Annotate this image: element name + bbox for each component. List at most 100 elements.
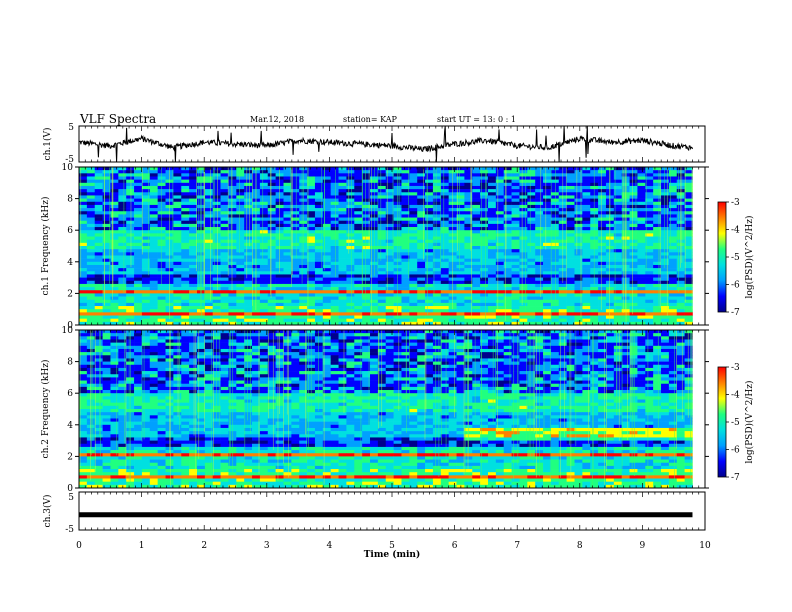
spectrogram-cell [566,179,575,184]
spectrogram-cell [543,339,552,343]
spectrogram-cell [283,306,292,310]
spectrogram-cell [141,274,151,278]
spectrogram-cell [259,236,269,240]
spectrogram-cell [330,246,339,250]
spectrogram-cell [645,345,654,350]
spectrogram-cell [275,264,284,269]
spectrogram-cell [134,198,143,203]
spectrogram-cell [417,364,426,369]
spectrogram-cell [472,342,481,347]
spectrogram-cell [149,258,158,263]
spectrogram-cell [653,296,662,301]
spectrogram-cell [94,258,103,263]
spectrogram-cell [417,299,426,304]
spectrogram-cell [550,176,560,180]
spectrogram-cell [118,287,127,291]
spectrogram-cell [550,355,560,359]
spectrogram-cell [613,236,622,240]
spectrogram-cell [314,217,324,222]
spectrogram-cell [189,355,198,359]
spectrogram-cell [330,220,339,225]
spectrogram-cell [401,217,410,222]
spectrogram-cell [377,274,387,278]
spectrogram-cell [684,185,693,190]
spectrogram-cell [385,176,394,180]
spectrogram-cell [204,179,214,184]
spectrogram-cell [472,236,481,240]
spectrogram-cell [440,217,449,222]
spectrogram-cell [385,290,394,294]
spectrogram-cell [566,296,575,301]
spectrogram-cell [645,309,654,313]
spectrogram-cell [212,309,221,313]
spectrogram-cell [196,312,206,316]
spectrogram-cell [118,261,127,266]
spectrogram-cell [204,242,214,247]
spectrogram-cell [204,208,214,212]
spectrogram-cell [503,242,512,247]
spectrogram-cell [574,189,583,193]
spectrogram-cell [79,290,88,294]
spectrogram-cell [487,255,497,259]
spectrogram-cell [236,348,245,353]
spectrogram-cell [511,296,520,301]
spectrogram-cell [354,274,363,278]
spectrogram-cell [543,170,552,174]
spectrogram-cell [574,252,583,256]
spectrogram-cell [645,208,654,212]
spectrogram-cell [503,271,512,275]
spectrogram-cell [550,249,560,253]
spectrogram-cell [299,312,308,316]
spectrogram-cell [440,246,449,250]
spectrogram-cell [346,312,355,316]
spectrogram-cell [79,261,88,266]
spectrogram-cell [645,220,654,225]
spectrogram-cell [94,287,103,291]
spectrogram-cell [511,179,520,184]
spectrogram-cell [393,352,402,356]
spectrogram-cell [275,211,284,215]
spectrogram-cell [370,201,379,206]
spectrogram-cell [448,318,457,323]
spectrogram-cell [464,312,473,316]
spectrogram-cell [181,299,190,304]
spectrogram-cell [204,195,214,199]
spectrogram-cell [173,302,182,307]
spectrogram-cell [212,252,221,256]
spectrogram-cell [259,227,269,231]
spectrogram-cell [322,214,331,218]
spectrogram-cell [94,211,103,215]
spectrogram-cell [401,227,410,231]
spectrogram-cell [354,230,363,234]
spectrogram-cell [267,223,276,228]
spectrogram-cell [204,315,214,319]
spectrogram-cell [118,230,127,234]
spectrogram-cell [527,293,536,297]
spectrogram-cell [283,230,292,234]
spectrogram-cell [613,264,622,269]
spectrogram-cell [212,189,221,193]
spectrogram-cell [440,201,449,206]
spectrogram-cell [157,315,166,319]
spectrogram-cell [582,258,591,263]
spectrogram-cell [212,246,221,250]
spectrogram-cell [204,223,214,228]
spectrogram-cell [338,239,347,244]
spectrogram-cell [157,309,166,313]
spectrogram-cell [566,252,575,256]
spectrogram-cell [472,255,481,259]
spectrogram-cell [574,223,583,228]
spectrogram-cell [212,211,221,215]
spectrogram-cell [590,321,599,326]
spectrogram-cell [291,333,300,337]
spectrogram-cell [543,342,552,347]
spectrogram-cell [126,299,135,304]
spectrogram-cell [637,348,646,353]
spectrogram-cell [267,220,276,225]
spectrogram-cell [432,182,442,187]
spectrogram-cell [314,287,324,291]
spectrogram-cell [409,179,418,184]
spectrogram-cell [330,204,339,209]
spectrogram-cell [228,252,237,256]
spectrogram-cell [653,198,662,203]
